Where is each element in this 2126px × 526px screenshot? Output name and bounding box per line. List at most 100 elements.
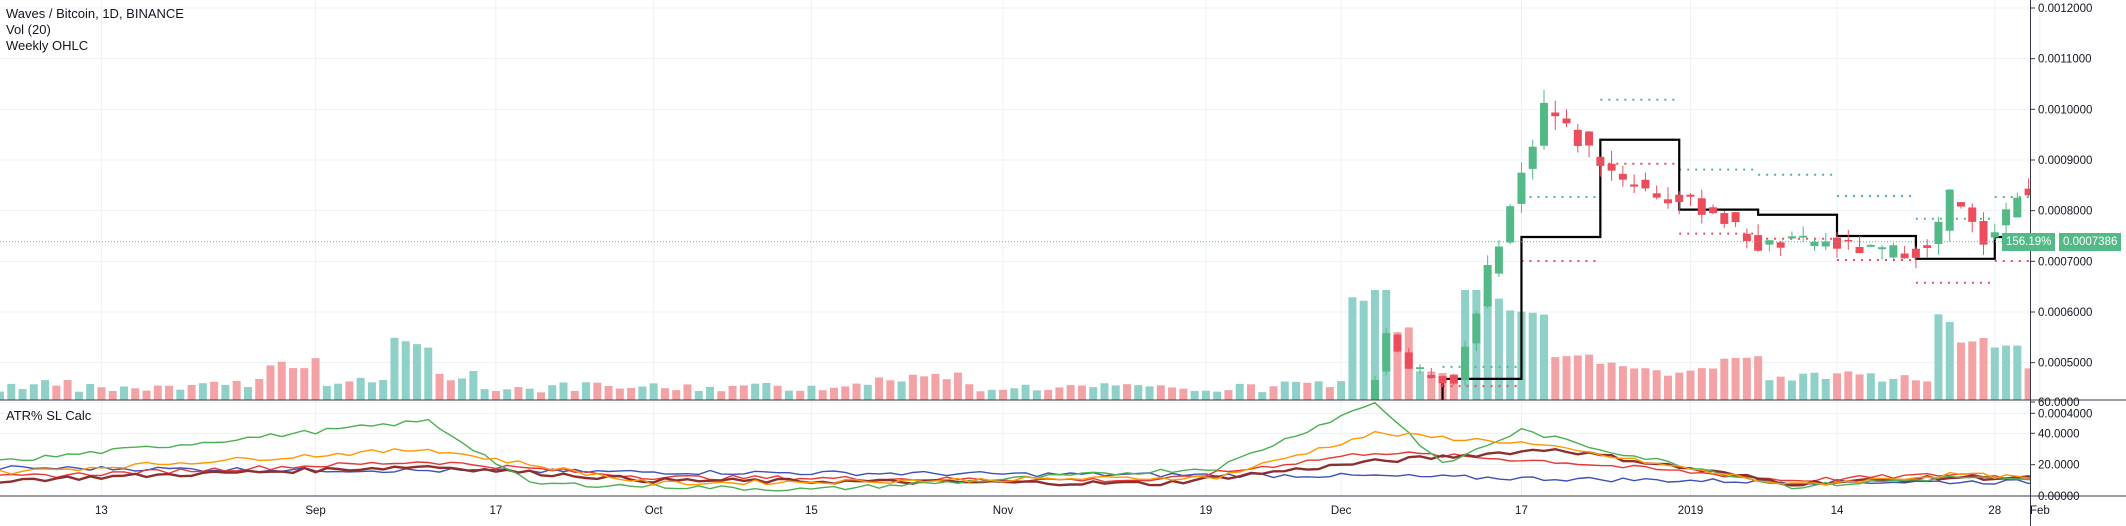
candle (1787, 231, 1796, 240)
volume-bar (1314, 381, 1323, 400)
candle (954, 453, 962, 463)
volume-bar (0, 391, 4, 400)
time-tick-label: 2019 (1678, 505, 1704, 517)
candle (1370, 375, 1379, 400)
candle (1833, 232, 1842, 258)
candle (1934, 216, 1943, 255)
candle (560, 427, 568, 437)
candle (323, 458, 331, 463)
volume-bar (1044, 389, 1053, 400)
volume-bar (1089, 387, 1098, 400)
volume-bar (773, 385, 782, 400)
candle (762, 429, 770, 437)
candle (965, 456, 973, 461)
volume-bar (198, 383, 207, 400)
atr-tick-label: 60.0000 (2038, 397, 2080, 409)
volume-bar (1449, 374, 1458, 400)
weekly-close-line (1441, 138, 2030, 400)
volume-bar (1720, 358, 1729, 400)
volume-bar (52, 385, 61, 400)
candle (571, 422, 579, 433)
candle (706, 433, 714, 438)
weekly-ohlc-label[interactable]: Weekly OHLC (6, 38, 89, 53)
volume-bar (1618, 366, 1627, 400)
volume-bar (1123, 384, 1131, 400)
candle (1900, 245, 1909, 259)
volume-bar (367, 382, 376, 400)
symbol-title[interactable]: Waves / Bitcoin, 1D, BINANCE (6, 6, 184, 21)
atr-series-line (0, 430, 2030, 486)
weekly-ohlc-levels (1441, 98, 2030, 400)
candle (1134, 458, 1142, 467)
volume-bar (119, 386, 128, 400)
candle (1010, 454, 1018, 464)
candle (1878, 245, 1887, 260)
candle (188, 427, 196, 437)
volume-bar (863, 384, 872, 400)
volume-label[interactable]: Vol (20) (6, 22, 51, 37)
candle (143, 425, 151, 433)
volume-bar (1370, 290, 1379, 400)
volume-bar (322, 385, 331, 400)
candle (1236, 459, 1244, 468)
volume-bar (97, 387, 106, 400)
time-tick-label: Nov (993, 505, 1014, 517)
price-tick-label: 0.0012000 (2038, 3, 2092, 15)
candle (436, 408, 444, 420)
candle (1315, 454, 1323, 457)
candle (1404, 347, 1413, 369)
volume-bar (18, 389, 27, 400)
volume-bar (683, 384, 692, 400)
candle (1348, 432, 1356, 459)
candle (1754, 224, 1763, 252)
candle (1472, 311, 1481, 351)
candle (830, 440, 838, 443)
price-tick-label: 0.0010000 (2038, 104, 2092, 116)
candle (1911, 246, 1920, 269)
volume-bar (762, 382, 771, 400)
volume-bar (1585, 354, 1594, 400)
candle (75, 428, 83, 435)
candle (1968, 203, 1977, 233)
atr-tick-label: 40.0000 (2038, 428, 2080, 440)
candle (1731, 212, 1740, 228)
volume-bar (1258, 392, 1267, 400)
candle (1528, 139, 1537, 180)
candle (278, 443, 286, 452)
volume-bar (818, 390, 827, 400)
atr-title[interactable]: ATR% SL Calc (6, 408, 92, 423)
volume-bar (886, 380, 895, 400)
volume-bar (660, 388, 669, 400)
volume-bar (1810, 372, 1819, 400)
candle (1720, 210, 1729, 228)
candle (853, 434, 861, 443)
volume-bar (401, 341, 410, 400)
volume-bar (2115, 369, 2123, 400)
volume-bar (63, 380, 72, 400)
candle (1033, 459, 1041, 461)
volume-bar (1956, 342, 1965, 400)
volume-bar (412, 344, 421, 400)
volume-bar (1833, 373, 1842, 400)
volume-bar (1010, 388, 1019, 400)
volume-bar (796, 390, 805, 400)
volume-bar (931, 373, 940, 400)
volume-bar (1201, 390, 1210, 400)
candle (1044, 458, 1052, 463)
volume-bar (784, 390, 793, 400)
volume-bar (210, 381, 219, 400)
candle (1810, 239, 1819, 251)
candle (1517, 162, 1526, 213)
volume-bar (672, 390, 681, 400)
volume-bar (1787, 380, 1796, 400)
volume-bar (1742, 357, 1751, 400)
volume-bar (131, 388, 140, 400)
volume-bar (2103, 369, 2111, 400)
volume-bar (1641, 368, 1650, 400)
volume-bar (469, 371, 478, 400)
candle (819, 435, 827, 441)
volume-bar (953, 372, 962, 400)
volume-bar (2092, 352, 2100, 400)
candle (886, 441, 894, 449)
